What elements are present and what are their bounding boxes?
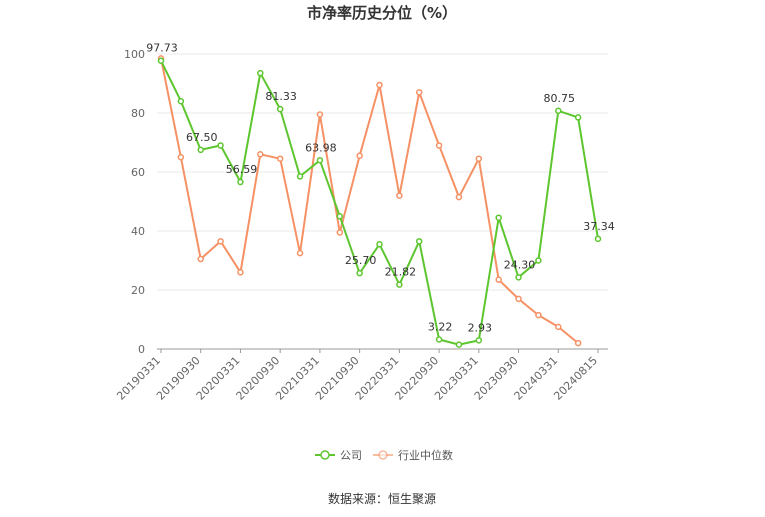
data-point	[515, 274, 522, 281]
data-point	[356, 152, 363, 160]
data-label: 63.98	[305, 141, 337, 154]
data-point	[415, 238, 423, 245]
chart-title: 市净率历史分位（%）	[307, 4, 457, 22]
data-point	[396, 281, 403, 288]
data-point	[316, 157, 324, 164]
legend-item-company[interactable]: 公司	[315, 449, 362, 462]
data-point	[376, 81, 383, 89]
data-point	[217, 238, 224, 245]
y-tick-label: 100	[124, 48, 145, 61]
y-tick-label: 80	[131, 107, 145, 120]
y-axis: 0 20 40 60 80 100	[124, 48, 145, 356]
legend-item-industry[interactable]: 行业中位数	[373, 448, 453, 462]
data-point	[535, 257, 542, 264]
data-point	[197, 255, 204, 263]
data-labels: 97.73 67.50 56.59 81.33 63.98 25.70 21.82 3.22 2…	[146, 42, 615, 335]
data-point	[574, 339, 582, 347]
data-point	[296, 173, 304, 180]
series-line-industry	[160, 58, 579, 344]
data-point	[237, 269, 244, 276]
legend-label: 行业中位数	[398, 448, 453, 462]
data-label: 37.34	[583, 220, 615, 233]
data-point	[197, 146, 204, 154]
y-tick-label: 60	[131, 166, 145, 179]
data-point	[455, 341, 463, 348]
data-label: 97.73	[146, 42, 178, 55]
data-point	[495, 276, 502, 283]
data-point	[336, 213, 344, 220]
x-tick-label: 20240815	[551, 354, 600, 403]
series-layer	[157, 55, 602, 348]
data-point	[574, 114, 582, 121]
data-point	[237, 178, 244, 186]
data-point	[435, 142, 443, 149]
data-label: 3.22	[428, 321, 453, 334]
data-point	[336, 229, 344, 236]
x-axis: 2019033120190930202003312020093020210331…	[114, 348, 608, 403]
data-label: 24.30	[504, 258, 536, 271]
y-tick-label: 0	[138, 343, 145, 356]
data-point	[555, 323, 562, 331]
data-point	[376, 241, 383, 248]
data-point	[296, 249, 304, 257]
data-point	[535, 311, 542, 319]
data-point	[515, 295, 522, 303]
data-point	[217, 142, 224, 149]
data-point	[157, 57, 165, 64]
data-point	[594, 235, 602, 243]
data-point	[356, 269, 363, 277]
data-point	[276, 155, 284, 162]
legend-marker	[320, 450, 330, 460]
data-point	[276, 105, 284, 113]
data-point	[177, 154, 185, 161]
data-label: 56.59	[226, 163, 258, 176]
data-point	[415, 89, 423, 96]
data-point	[455, 193, 463, 201]
data-point	[257, 69, 264, 77]
data-point	[396, 192, 403, 199]
data-label: 2.93	[468, 321, 493, 334]
y-tick-label: 20	[131, 284, 145, 297]
legend-marker	[378, 450, 388, 460]
y-tick-label: 40	[131, 225, 145, 238]
data-label: 80.75	[544, 92, 576, 105]
data-label: 81.33	[265, 90, 297, 103]
data-source: 数据来源：恒生聚源	[328, 491, 436, 506]
data-point	[475, 337, 483, 344]
data-label: 21.82	[385, 266, 417, 279]
data-point	[177, 97, 185, 105]
legend-label: 公司	[340, 449, 362, 462]
data-point	[555, 107, 562, 115]
legend[interactable]: 公司 行业中位数	[315, 448, 453, 462]
series-line-company	[160, 60, 599, 346]
data-label: 67.50	[186, 131, 218, 144]
data-point	[475, 155, 483, 162]
data-point	[316, 111, 324, 118]
data-point	[495, 214, 502, 221]
data-label: 25.70	[345, 254, 377, 267]
data-point	[257, 151, 264, 158]
data-point	[435, 336, 443, 343]
